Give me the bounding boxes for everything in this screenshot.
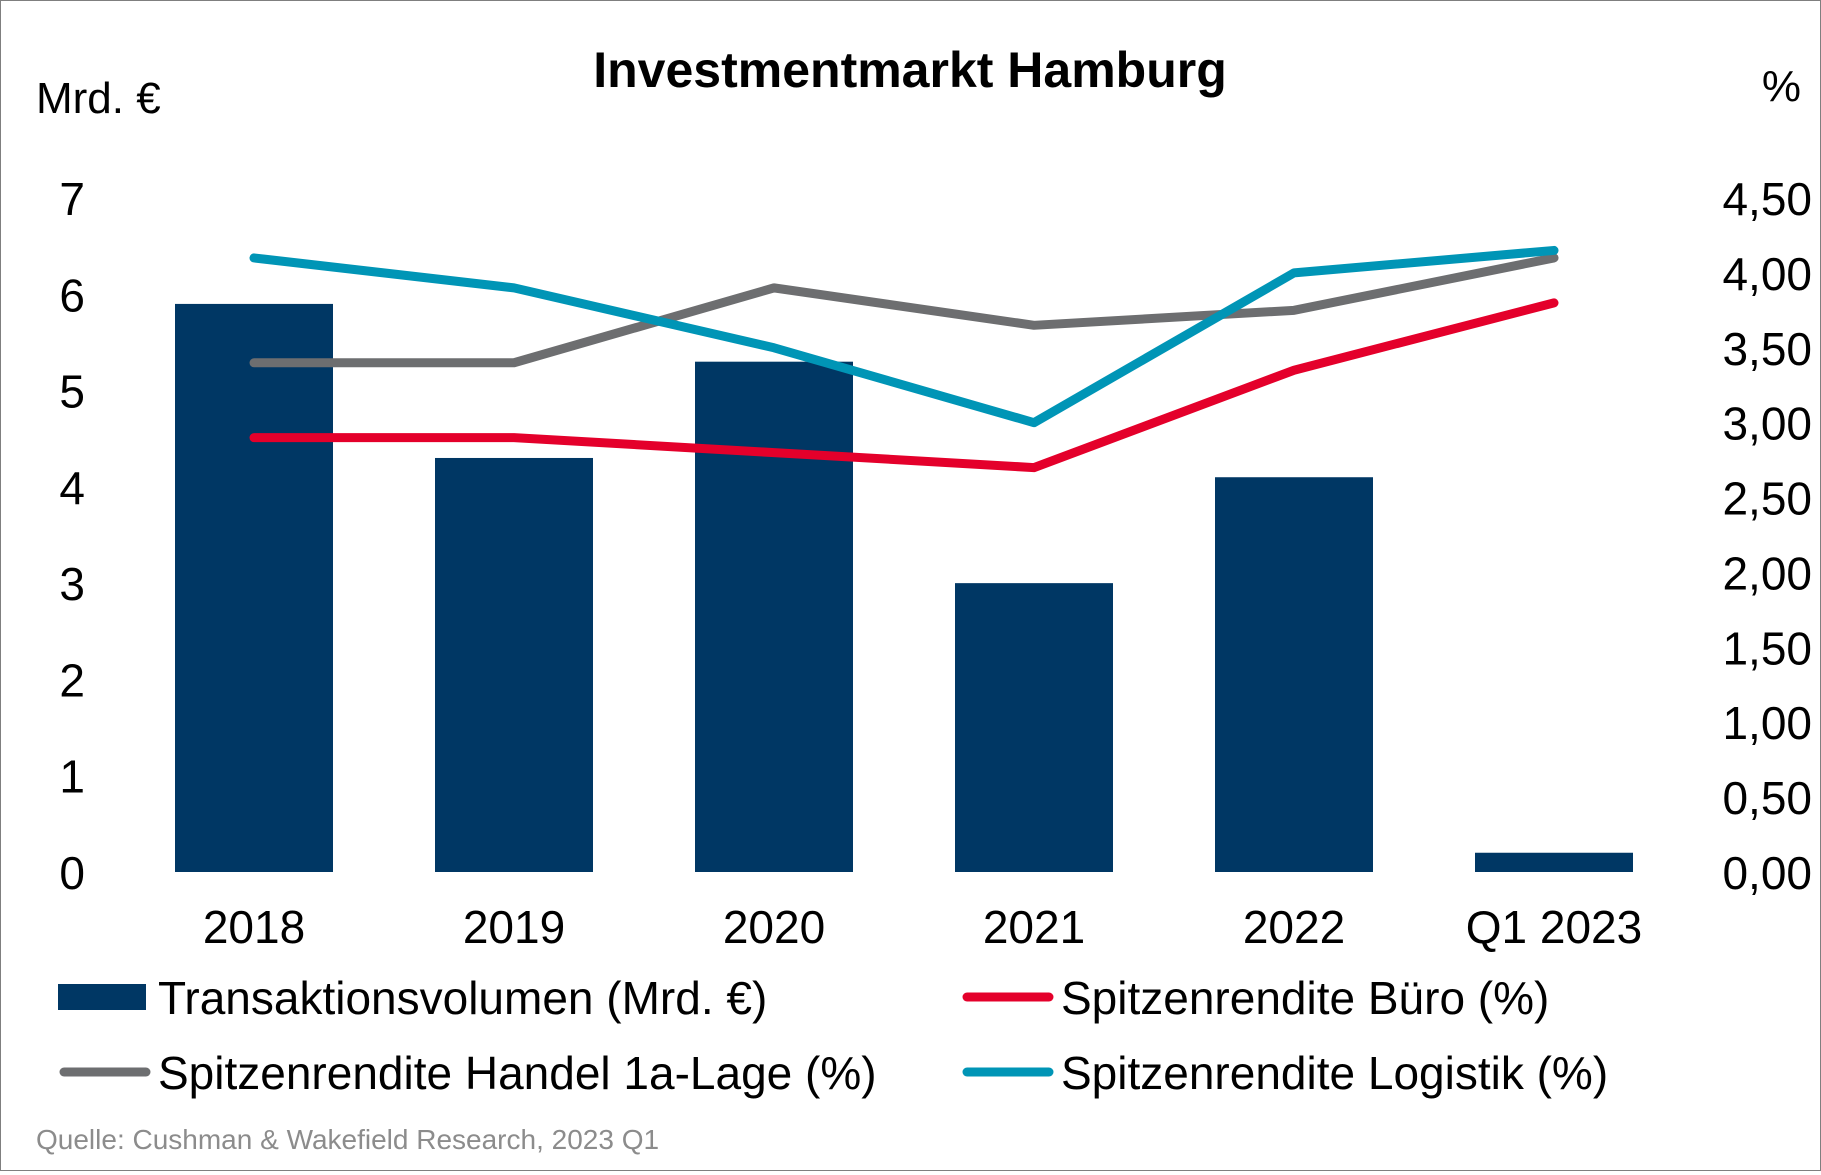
right-tick-label: 0,50: [1722, 772, 1812, 824]
x-tick-label: 2022: [1243, 901, 1345, 953]
chart-title: Investmentmarkt Hamburg: [593, 42, 1227, 98]
x-tick-label: Q1 2023: [1466, 901, 1642, 953]
left-tick-label: 2: [59, 654, 85, 706]
x-tick-label: 2019: [463, 901, 565, 953]
bar-2022: [1215, 477, 1373, 872]
right-tick-label: 3,00: [1722, 398, 1812, 450]
legend-label: Spitzenrendite Büro (%): [1061, 972, 1549, 1024]
left-axis-label: Mrd. €: [36, 74, 161, 123]
bar-q1-2023: [1475, 853, 1633, 872]
legend-label: Transaktionsvolumen (Mrd. €): [158, 972, 767, 1024]
right-tick-label: 2,50: [1722, 473, 1812, 525]
left-tick-label: 4: [59, 462, 85, 514]
bar-2018: [175, 304, 333, 872]
right-tick-label: 0,00: [1722, 847, 1812, 899]
right-tick-label: 1,00: [1722, 697, 1812, 749]
left-tick-label: 5: [59, 366, 85, 418]
line-series-3: [254, 250, 1554, 422]
left-tick-label: 1: [59, 751, 85, 803]
left-tick-label: 7: [59, 173, 85, 225]
line-series-2: [254, 258, 1554, 363]
right-tick-label: 3,50: [1722, 323, 1812, 375]
bar-2020: [695, 362, 853, 872]
left-tick-label: 0: [59, 847, 85, 899]
legend-label: Spitzenrendite Handel 1a-Lage (%): [158, 1047, 877, 1099]
source-note: Quelle: Cushman & Wakefield Research, 20…: [36, 1124, 659, 1155]
x-tick-label: 2018: [203, 901, 305, 953]
x-tick-label: 2021: [983, 901, 1085, 953]
left-tick-label: 6: [59, 269, 85, 321]
bar-2021: [955, 583, 1113, 872]
right-tick-label: 1,50: [1722, 622, 1812, 674]
right-tick-label: 4,00: [1722, 248, 1812, 300]
right-tick-label: 4,50: [1722, 173, 1812, 225]
x-tick-label: 2020: [723, 901, 825, 953]
left-tick-label: 3: [59, 558, 85, 610]
legend-swatch-bar: [58, 984, 146, 1010]
right-axis-label: %: [1762, 62, 1801, 111]
legend-label: Spitzenrendite Logistik (%): [1061, 1047, 1608, 1099]
bar-2019: [435, 458, 593, 872]
right-tick-label: 2,00: [1722, 547, 1812, 599]
